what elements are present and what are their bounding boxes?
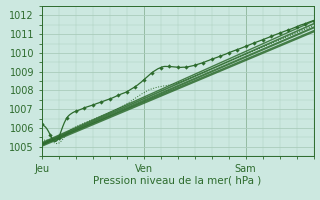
X-axis label: Pression niveau de la mer( hPa ): Pression niveau de la mer( hPa ) [93, 175, 262, 185]
